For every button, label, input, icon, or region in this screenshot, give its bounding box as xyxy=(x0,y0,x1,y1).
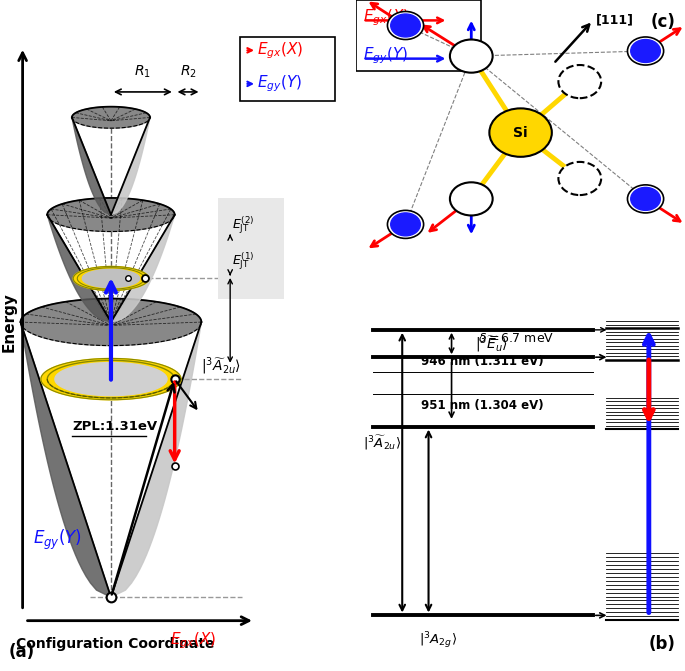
Polygon shape xyxy=(47,215,111,322)
Text: Si: Si xyxy=(513,125,528,140)
Polygon shape xyxy=(73,266,149,291)
Text: [111]: [111] xyxy=(596,14,634,27)
Circle shape xyxy=(631,187,660,211)
FancyBboxPatch shape xyxy=(356,0,481,71)
Polygon shape xyxy=(82,269,140,288)
Text: $R_1$: $R_1$ xyxy=(134,64,151,80)
Polygon shape xyxy=(21,322,111,597)
Text: $E_{gy}(Y)$: $E_{gy}(Y)$ xyxy=(363,46,408,66)
Text: (a): (a) xyxy=(8,643,34,661)
Polygon shape xyxy=(43,359,179,399)
Polygon shape xyxy=(45,360,177,399)
Polygon shape xyxy=(75,267,147,290)
Text: $E_{gy}(Y)$: $E_{gy}(Y)$ xyxy=(257,74,302,94)
Polygon shape xyxy=(111,322,201,597)
Polygon shape xyxy=(47,198,175,231)
Text: $E_{gx}(X)$: $E_{gx}(X)$ xyxy=(170,630,216,651)
Text: (b): (b) xyxy=(648,635,675,653)
Text: Configuration Coordinate: Configuration Coordinate xyxy=(16,637,214,651)
Text: $E_{gy}(Y)$: $E_{gy}(Y)$ xyxy=(33,528,82,552)
Circle shape xyxy=(558,162,601,195)
Text: Energy: Energy xyxy=(1,292,16,352)
Polygon shape xyxy=(111,215,175,322)
Circle shape xyxy=(390,213,421,236)
Polygon shape xyxy=(21,299,201,346)
Circle shape xyxy=(627,37,664,65)
FancyBboxPatch shape xyxy=(240,37,335,101)
Text: 946 nm (1.311 eV): 946 nm (1.311 eV) xyxy=(421,356,544,368)
Text: $\delta = 6.7$ meV: $\delta = 6.7$ meV xyxy=(478,332,554,345)
Circle shape xyxy=(627,185,664,213)
Circle shape xyxy=(558,65,601,98)
Text: $E_{gx}(X)$: $E_{gx}(X)$ xyxy=(257,40,303,60)
Polygon shape xyxy=(111,117,150,215)
Text: $E_{gx}(X)$: $E_{gx}(X)$ xyxy=(363,7,409,28)
Text: $R_2$: $R_2$ xyxy=(179,64,197,80)
Polygon shape xyxy=(55,362,167,396)
Circle shape xyxy=(489,108,552,157)
Circle shape xyxy=(631,40,660,62)
Circle shape xyxy=(388,211,423,238)
Text: $|^3\widetilde{A}_{2u}\rangle$: $|^3\widetilde{A}_{2u}\rangle$ xyxy=(363,434,401,452)
Polygon shape xyxy=(77,268,145,289)
Circle shape xyxy=(450,40,493,72)
Text: $E_{\mathrm{JT}}^{(1)}$: $E_{\mathrm{JT}}^{(1)}$ xyxy=(232,251,255,272)
Text: $E_{\mathrm{JT}}^{(2)}$: $E_{\mathrm{JT}}^{(2)}$ xyxy=(232,214,255,236)
Text: $|^3\widetilde{E}_u\rangle$: $|^3\widetilde{E}_u\rangle$ xyxy=(475,333,508,354)
Polygon shape xyxy=(72,107,150,128)
Text: $|^3A_{2g}\rangle$: $|^3A_{2g}\rangle$ xyxy=(419,630,458,651)
Polygon shape xyxy=(72,117,111,215)
Polygon shape xyxy=(47,360,175,398)
Text: $|^3\widetilde{A}_{2u}\rangle$: $|^3\widetilde{A}_{2u}\rangle$ xyxy=(201,355,241,376)
Text: 951 nm (1.304 eV): 951 nm (1.304 eV) xyxy=(421,399,544,413)
Circle shape xyxy=(450,183,493,215)
Text: (c): (c) xyxy=(650,13,675,31)
Text: ZPL:1.31eV: ZPL:1.31eV xyxy=(72,419,157,433)
FancyBboxPatch shape xyxy=(218,198,284,299)
Polygon shape xyxy=(41,358,181,400)
Circle shape xyxy=(388,11,423,40)
Circle shape xyxy=(390,14,421,37)
